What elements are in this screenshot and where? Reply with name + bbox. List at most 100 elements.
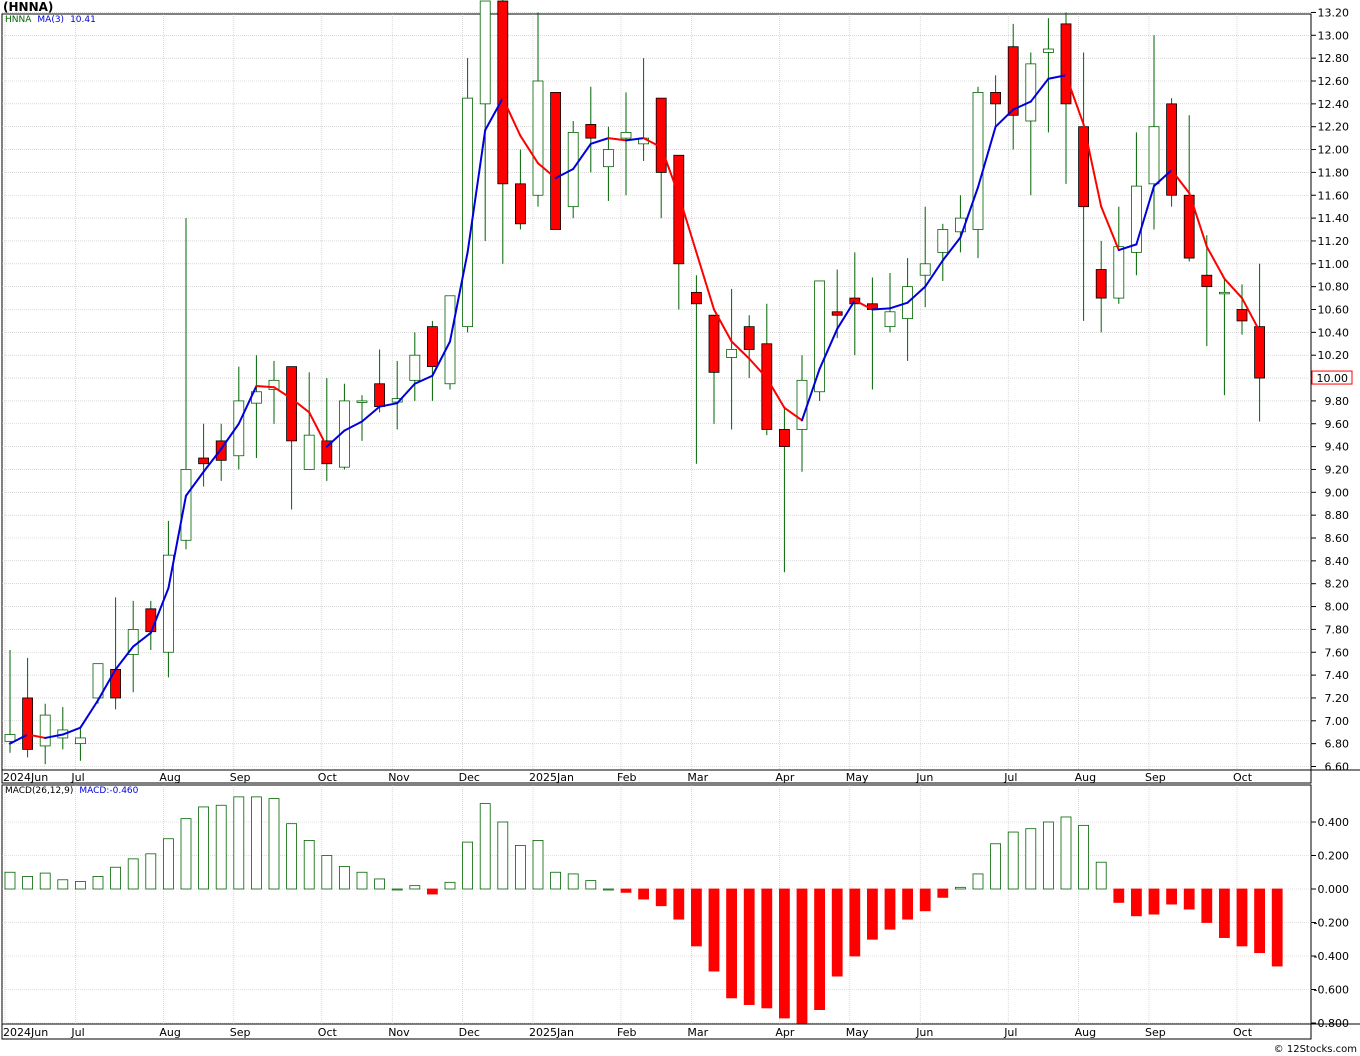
- last-price-badge: 10.00: [1311, 370, 1353, 385]
- candle-body: [761, 343, 773, 430]
- macd-bar: [462, 841, 474, 890]
- macd-x-tick-label: Jul: [1003, 1026, 1017, 1039]
- ma-segment: [149, 587, 170, 634]
- price-tick-label: 6.80: [1325, 738, 1350, 751]
- price-tick-label: 12.40: [1318, 98, 1350, 111]
- macd-bar: [972, 873, 984, 890]
- ma-segment: [378, 402, 399, 408]
- candle-body: [972, 92, 984, 230]
- ma-segment: [431, 340, 451, 377]
- macd-bar: [550, 871, 561, 890]
- macd-bar: [673, 888, 685, 920]
- candle-body: [884, 311, 896, 328]
- ma-segment: [185, 470, 205, 497]
- macd-bar: [145, 853, 157, 890]
- macd-bar: [233, 796, 245, 890]
- price-tick-label: 12.80: [1318, 52, 1350, 65]
- price-tick-label: 10.20: [1318, 349, 1350, 362]
- candle-body: [497, 0, 509, 185]
- macd-bar: [955, 886, 966, 890]
- macd-bar: [620, 888, 632, 893]
- macd-bar: [902, 888, 913, 920]
- candle-body: [268, 379, 280, 390]
- price-x-tick-label: Feb: [617, 771, 636, 784]
- macd-x-tick-label: Oct: [1233, 1026, 1253, 1039]
- price-tick-label: 6.60: [1325, 761, 1350, 774]
- price-tick-label: 7.80: [1325, 623, 1350, 636]
- moving-average-line: [9, 74, 1261, 745]
- macd-bar: [39, 872, 51, 890]
- macd-bar: [391, 888, 403, 891]
- ma-segment: [1205, 245, 1226, 280]
- ma-segment: [906, 285, 927, 304]
- ma-segment: [941, 236, 962, 262]
- macd-bar: [1148, 888, 1160, 915]
- price-tick-label: 9.20: [1325, 463, 1350, 476]
- ma-segment: [1223, 277, 1243, 300]
- candle-body: [22, 697, 34, 750]
- candle-body: [4, 734, 16, 742]
- ma-segment: [1065, 74, 1085, 126]
- ma-segment: [713, 308, 733, 343]
- price-tick-label: 13.00: [1318, 29, 1350, 42]
- price-tick-label: 10.60: [1318, 304, 1350, 317]
- ma-segment: [220, 422, 240, 450]
- macd-bar: [497, 821, 509, 890]
- ma-segment: [730, 340, 751, 360]
- macd-x-tick-label: Jun: [915, 1026, 933, 1039]
- candle-body: [655, 97, 667, 173]
- candle-body: [620, 132, 632, 139]
- macd-bar: [726, 888, 737, 999]
- symbol-label: HNNA: [5, 15, 32, 25]
- macd-x-tick-label: Oct: [318, 1026, 338, 1039]
- candle-body: [1131, 185, 1142, 253]
- price-tick-label: 9.80: [1325, 395, 1350, 408]
- candle-body: [479, 0, 491, 105]
- candle-body: [145, 608, 157, 633]
- candle-body: [162, 554, 174, 653]
- price-x-tick-label: Aug: [1075, 771, 1096, 784]
- macd-bar: [814, 888, 825, 1010]
- macd-bar: [1078, 824, 1089, 890]
- price-tick-label: 7.20: [1325, 692, 1350, 705]
- macd-bar: [1095, 861, 1107, 890]
- ma-segment: [9, 733, 29, 745]
- macd-bar: [321, 855, 333, 890]
- price-x-tick-label: 2025Jan: [529, 771, 574, 784]
- ma-segment: [836, 299, 856, 330]
- price-x-tick-label: Mar: [687, 771, 708, 784]
- ma-segment: [1100, 205, 1120, 252]
- macd-bar: [444, 881, 456, 890]
- price-tick-label: 9.40: [1325, 441, 1350, 454]
- price-tick-label: 11.00: [1318, 258, 1350, 271]
- ma-segment: [396, 382, 416, 405]
- ma-segment: [554, 167, 575, 180]
- macd-bar: [22, 876, 34, 890]
- macd-histogram: [4, 796, 1283, 1024]
- candle-body: [779, 429, 790, 447]
- ma-segment: [1153, 169, 1173, 188]
- ma-segment: [79, 699, 99, 729]
- price-grid: [2, 12, 1311, 770]
- price-tick-label: 7.00: [1325, 715, 1350, 728]
- ma-segment: [853, 299, 874, 311]
- price-y-axis: 13.4013.2013.0012.8012.6012.4012.2012.00…: [1311, 6, 1350, 774]
- macd-bar: [338, 865, 350, 890]
- ma-segment: [114, 645, 135, 671]
- ma-segment: [325, 429, 346, 448]
- macd-bar: [638, 888, 649, 900]
- ma-segment: [26, 733, 47, 739]
- price-x-tick-label: Jul: [1003, 771, 1017, 784]
- ma-segment: [959, 186, 979, 239]
- ma-segment: [589, 137, 610, 145]
- ma-segment: [1241, 297, 1261, 333]
- price-tick-label: 11.80: [1318, 166, 1350, 179]
- candle-body: [1219, 291, 1230, 295]
- macd-tick-label: -0.400: [1314, 950, 1349, 963]
- macd-bar: [1007, 831, 1019, 890]
- candle-body: [1201, 274, 1213, 288]
- price-x-tick-label: Oct: [1233, 771, 1253, 784]
- macd-bar: [1025, 828, 1037, 890]
- macd-tick-label: -0.200: [1314, 917, 1349, 930]
